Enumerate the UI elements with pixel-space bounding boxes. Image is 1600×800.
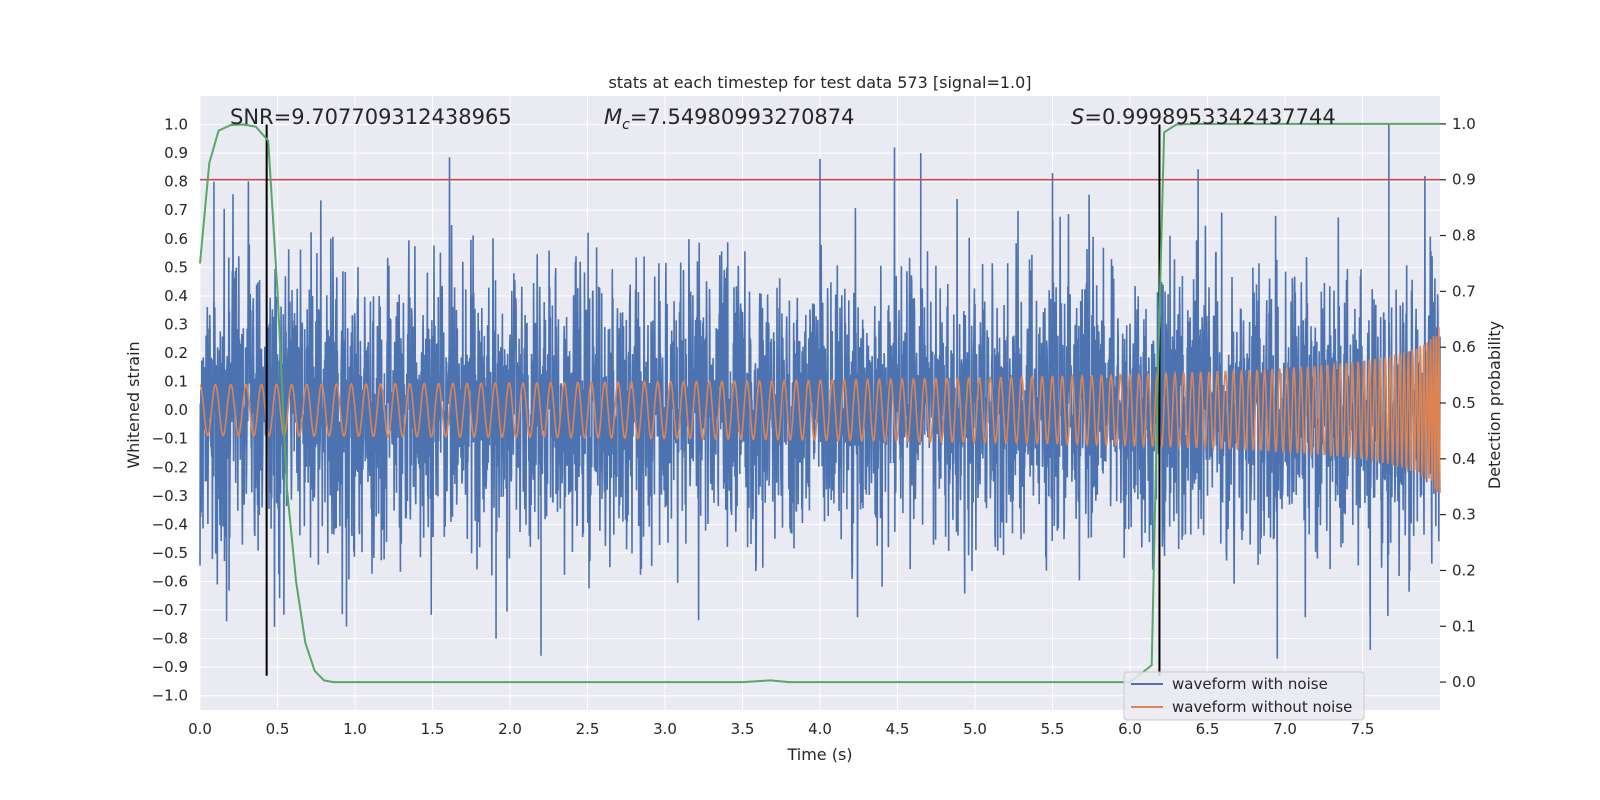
- y-tick-label: −0.2: [152, 458, 188, 476]
- x-tick-label: 6.5: [1196, 720, 1220, 738]
- y-tick-label: −1.0: [152, 687, 188, 705]
- y-tick-label: −0.7: [152, 601, 188, 619]
- score-annotation: S=0.9998953342437744: [1071, 105, 1336, 129]
- y-right-tick-label: 0.5: [1452, 394, 1476, 412]
- legend-label-noise: waveform with noise: [1172, 675, 1328, 693]
- x-tick-label: 4.5: [886, 720, 910, 738]
- mc-symbol: M: [604, 105, 622, 129]
- y-tick-label: 0.6: [164, 230, 188, 248]
- mc-value: =7.54980993270874: [630, 105, 855, 129]
- y-right-tick-label: 0.2: [1452, 561, 1476, 579]
- y-tick-label: 0.8: [164, 173, 188, 191]
- x-tick-label: 1.5: [421, 720, 445, 738]
- x-tick-label: 5.0: [963, 720, 987, 738]
- y-tick-label: −0.4: [152, 515, 188, 533]
- y-tick-label: −0.9: [152, 658, 188, 676]
- x-tick-label: 4.0: [808, 720, 832, 738]
- y-right-tick-label: 0.7: [1452, 282, 1476, 300]
- chart-title: stats at each timestep for test data 573…: [608, 73, 1031, 92]
- legend: waveform with noise waveform without noi…: [1123, 671, 1365, 721]
- y-right-axis-label: Detection probability: [1485, 321, 1504, 489]
- legend-label-clean: waveform without noise: [1172, 698, 1352, 716]
- legend-box: [1123, 671, 1365, 721]
- clean-waveform: [199, 327, 1441, 493]
- s-symbol: S: [1071, 105, 1084, 129]
- x-tick-label: 7.5: [1351, 720, 1375, 738]
- y-tick-label: 0.1: [164, 373, 188, 391]
- overlay: [199, 122, 1440, 684]
- y-tick-label: 0.5: [164, 258, 188, 276]
- y-tick-label: 0.7: [164, 201, 188, 219]
- y-tick-label: 0.4: [164, 287, 188, 305]
- x-tick-label: 7.0: [1273, 720, 1297, 738]
- s-value: =0.9998953342437744: [1084, 105, 1335, 129]
- y-right-tick-label: 0.0: [1452, 673, 1476, 691]
- y-tick-label: −0.6: [152, 572, 188, 590]
- snr-annotation: SNR=9.707709312438965: [230, 105, 512, 129]
- x-tick-label: 0.5: [266, 720, 290, 738]
- y-right-tick-label: 0.1: [1452, 617, 1476, 635]
- x-tick-label: 2.0: [498, 720, 522, 738]
- x-tick-label: 2.5: [576, 720, 600, 738]
- series-clean-line: [199, 327, 1441, 493]
- x-tick-label: 6.0: [1118, 720, 1142, 738]
- x-tick-label: 5.5: [1041, 720, 1065, 738]
- y-tick-label: −0.8: [152, 630, 188, 648]
- y-axis-label: Whitened strain: [124, 341, 143, 468]
- y-right-tick-label: 0.9: [1452, 171, 1476, 189]
- x-tick-label: 3.5: [731, 720, 755, 738]
- y-right-tick-label: 1.0: [1452, 115, 1476, 133]
- x-tick-label: 1.0: [343, 720, 367, 738]
- y-tick-label: −0.3: [152, 487, 188, 505]
- chirp-mass-annotation: Mc=7.54980993270874: [604, 105, 855, 133]
- x-tick-label: 0.0: [188, 720, 212, 738]
- y-right-tick-label: 0.6: [1452, 338, 1476, 356]
- y-tick-label: 1.0: [164, 116, 188, 134]
- y-right-tick-label: 0.8: [1452, 227, 1476, 245]
- y-tick-label: −0.5: [152, 544, 188, 562]
- series-probability-line: [199, 122, 1440, 684]
- mc-subscript: c: [622, 117, 630, 133]
- x-axis-label: Time (s): [786, 745, 852, 764]
- y-tick-label: −0.1: [152, 430, 188, 448]
- y-right-tick-label: 0.4: [1452, 450, 1476, 468]
- x-tick-label: 3.0: [653, 720, 677, 738]
- y-tick-label: 0.3: [164, 315, 188, 333]
- y-tick-label: 0.9: [164, 144, 188, 162]
- y-tick-label: 0.2: [164, 344, 188, 362]
- y-tick-label: 0.0: [164, 401, 188, 419]
- axes: −1.0 −0.9 −0.8 −0.7 −0.6 −0.5 −0.4 −0.3 −0.2 −0.1…: [152, 115, 1476, 738]
- y-right-tick-label: 0.3: [1452, 506, 1476, 524]
